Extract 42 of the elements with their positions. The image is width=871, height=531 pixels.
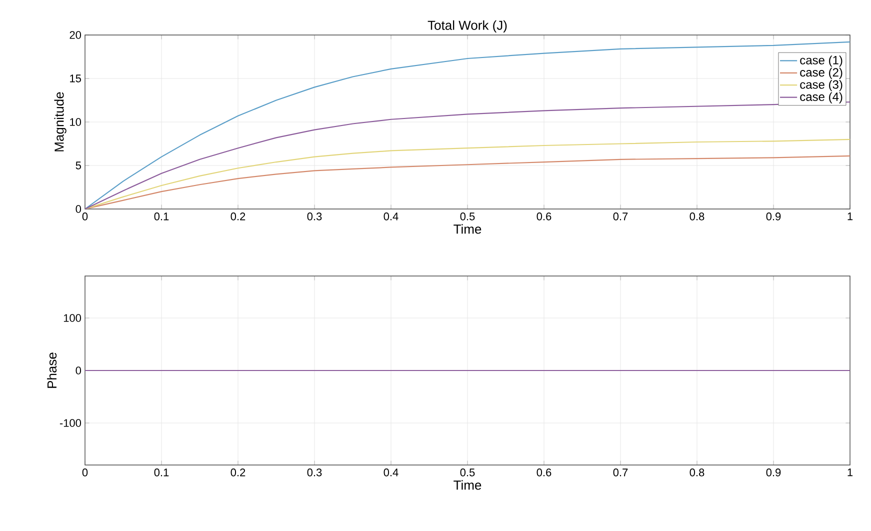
x-axis-title: Time: [454, 480, 482, 490]
x-tick-label: 0.6: [536, 212, 552, 220]
x-tick-label: 0: [82, 212, 88, 220]
y-tick-label: 10: [70, 118, 82, 126]
y-axis-title: Magnitude: [54, 92, 66, 152]
y-tick-label: 20: [70, 31, 82, 39]
x-tick-label: 0.6: [536, 468, 552, 476]
x-tick-label: 0.7: [613, 212, 628, 220]
y-tick-label: 100: [64, 314, 82, 322]
x-tick-label: 0.2: [230, 212, 246, 220]
x-tick-label: 0.3: [307, 212, 322, 220]
x-tick-label: 0.9: [766, 468, 781, 476]
x-tick-label: 0.4: [384, 468, 398, 476]
x-tick-label: 0.5: [460, 468, 475, 476]
x-tick-label: 0.8: [690, 212, 704, 220]
y-tick-label: 0: [76, 205, 82, 213]
legend-label: case (3): [800, 80, 842, 92]
x-tick-label: 1: [848, 468, 853, 476]
line-series: [85, 155, 850, 209]
x-axis-title: Time: [454, 224, 482, 234]
x-tick-label: 1: [848, 212, 853, 220]
legend-label: case (4): [800, 92, 842, 104]
legend-label: case (2): [800, 68, 842, 79]
x-tick-label: 0.8: [690, 468, 704, 476]
y-tick-label: 0: [76, 366, 82, 374]
x-tick-label: 0: [82, 468, 88, 476]
line-series: [85, 138, 850, 209]
x-tick-label: 0.1: [154, 212, 169, 220]
y-tick-label: -100: [60, 419, 82, 427]
x-tick-label: 0.1: [154, 468, 169, 476]
y-axis-title: Phase: [47, 352, 57, 388]
chart-title: Total Work (J): [428, 20, 507, 32]
x-tick-label: 0.2: [230, 468, 246, 476]
x-tick-label: 0.5: [460, 212, 475, 220]
y-tick-label: 5: [76, 162, 81, 170]
y-tick-label: 15: [70, 74, 81, 82]
x-tick-label: 0.7: [613, 468, 628, 476]
x-tick-label: 0.3: [307, 468, 322, 476]
x-tick-label: 0.4: [384, 212, 398, 220]
legend-label: case (1): [800, 56, 842, 67]
line-series: [85, 41, 850, 209]
x-tick-label: 0.9: [766, 212, 781, 220]
